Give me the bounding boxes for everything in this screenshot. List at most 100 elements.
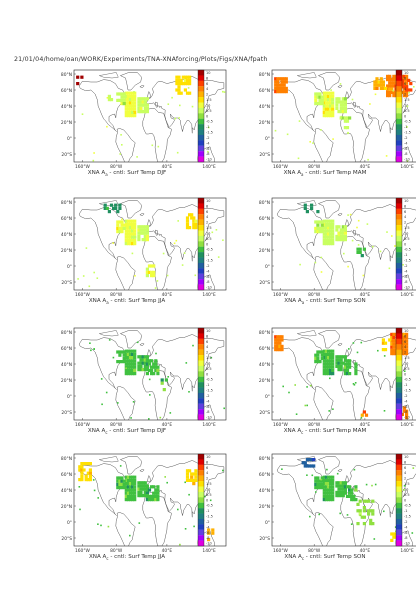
anomaly-cell	[381, 80, 385, 84]
anomaly-cell	[390, 84, 394, 88]
anomaly-cell	[335, 355, 339, 359]
anomaly-cell	[324, 238, 328, 242]
anomaly-dot	[121, 144, 123, 146]
anomaly-cell	[118, 350, 122, 354]
anomaly-cell	[331, 498, 335, 502]
anomaly-cell	[348, 359, 352, 363]
colorbar-swatch	[396, 75, 402, 81]
anomaly-dot	[354, 382, 357, 384]
colorbar-swatch	[396, 486, 402, 492]
anomaly-cell	[84, 474, 88, 478]
anomaly-cell	[150, 485, 154, 489]
anomaly-cell	[194, 475, 198, 479]
anomaly-cell	[177, 82, 181, 86]
anomaly-cell	[120, 360, 124, 364]
coastline-5	[395, 530, 413, 546]
anomaly-cell	[402, 342, 407, 346]
panel-title-subscript: c	[301, 430, 304, 436]
anomaly-cell	[339, 358, 343, 362]
anomaly-cell	[324, 482, 328, 486]
anomaly-cell	[322, 110, 326, 114]
coastline-7	[337, 84, 343, 88]
anomaly-cell	[352, 494, 356, 498]
map-area	[274, 72, 416, 162]
anomaly-cell	[337, 364, 341, 368]
lon-tick-label: 160°W	[75, 164, 91, 170]
anomaly-cell	[312, 458, 316, 462]
colorbar-tick-label: -10	[404, 416, 410, 420]
anomaly-cell	[145, 231, 149, 235]
anomaly-dot	[125, 367, 127, 369]
anomaly-dot	[92, 159, 95, 162]
colorbar-tick-label: 2	[206, 93, 208, 97]
colorbar-swatch	[198, 70, 204, 76]
anomaly-cell	[133, 91, 137, 95]
anomaly-cell	[314, 353, 318, 357]
colorbar-tick-label: -6	[206, 275, 210, 279]
anomaly-cell	[126, 372, 130, 376]
anomaly-cell	[133, 104, 137, 108]
anomaly-cell	[392, 532, 396, 536]
colorbar-tick-label: 1.5	[404, 482, 410, 486]
coastline-4	[317, 456, 340, 475]
anomaly-cell	[126, 242, 130, 246]
anomaly-cell	[392, 345, 396, 349]
anomaly-cell	[392, 94, 396, 98]
anomaly-cell	[337, 355, 341, 359]
anomaly-dot	[112, 356, 115, 359]
anomaly-cell	[190, 213, 194, 217]
anomaly-cell	[341, 110, 345, 114]
anomaly-cell	[128, 478, 133, 482]
anomaly-cell	[280, 77, 284, 81]
colorbar-tick-label: 10	[404, 199, 408, 203]
coastline-arctic-islands	[296, 330, 317, 337]
colorbar-swatch	[198, 529, 204, 536]
anomaly-cell	[139, 231, 143, 235]
anomaly-cell	[392, 81, 396, 85]
colorbar-swatch	[198, 403, 204, 410]
anomaly-cell	[329, 101, 333, 105]
colorbar-swatch	[198, 459, 204, 465]
anomaly-cell	[145, 488, 149, 492]
anomaly-cell	[137, 234, 141, 238]
anomaly-dot	[149, 394, 151, 396]
anomaly-cell	[377, 80, 381, 84]
anomaly-cell	[322, 372, 326, 376]
anomaly-cell	[331, 114, 335, 118]
anomaly-cell	[386, 78, 390, 82]
anomaly-cell	[329, 232, 333, 236]
colorbar-swatch	[198, 481, 204, 487]
colorbar-tick-label: 8	[206, 334, 208, 338]
anomaly-dot	[314, 261, 317, 264]
anomaly-dot	[78, 486, 81, 488]
colorbar-swatch	[396, 328, 402, 334]
anomaly-cell	[356, 247, 360, 251]
anomaly-cell	[139, 368, 143, 372]
anomaly-cell	[335, 103, 339, 107]
anomaly-dot	[188, 493, 190, 496]
anomaly-cell	[392, 90, 396, 94]
anomaly-cell	[324, 365, 328, 369]
anomaly-cell	[192, 219, 196, 223]
anomaly-cell	[164, 378, 168, 382]
anomaly-cell	[402, 90, 407, 94]
anomaly-cell	[118, 230, 122, 234]
anomaly-cell	[341, 100, 345, 104]
colorbar-tick-label: -0.5	[404, 378, 411, 382]
anomaly-cell	[343, 491, 347, 495]
anomaly-cell	[362, 410, 366, 414]
anomaly-cell	[185, 91, 190, 95]
anomaly-cell	[143, 364, 147, 368]
anomaly-cell	[335, 225, 339, 229]
anomaly-cell	[88, 468, 92, 472]
anomaly-cell	[400, 74, 404, 78]
anomaly-cell	[128, 219, 133, 223]
lat-tick-label: 80°N	[61, 330, 72, 336]
anomaly-cell	[318, 95, 322, 99]
anomaly-cell	[324, 491, 328, 495]
anomaly-cell	[183, 82, 187, 86]
lon-tick-label: 160°W	[75, 422, 91, 428]
